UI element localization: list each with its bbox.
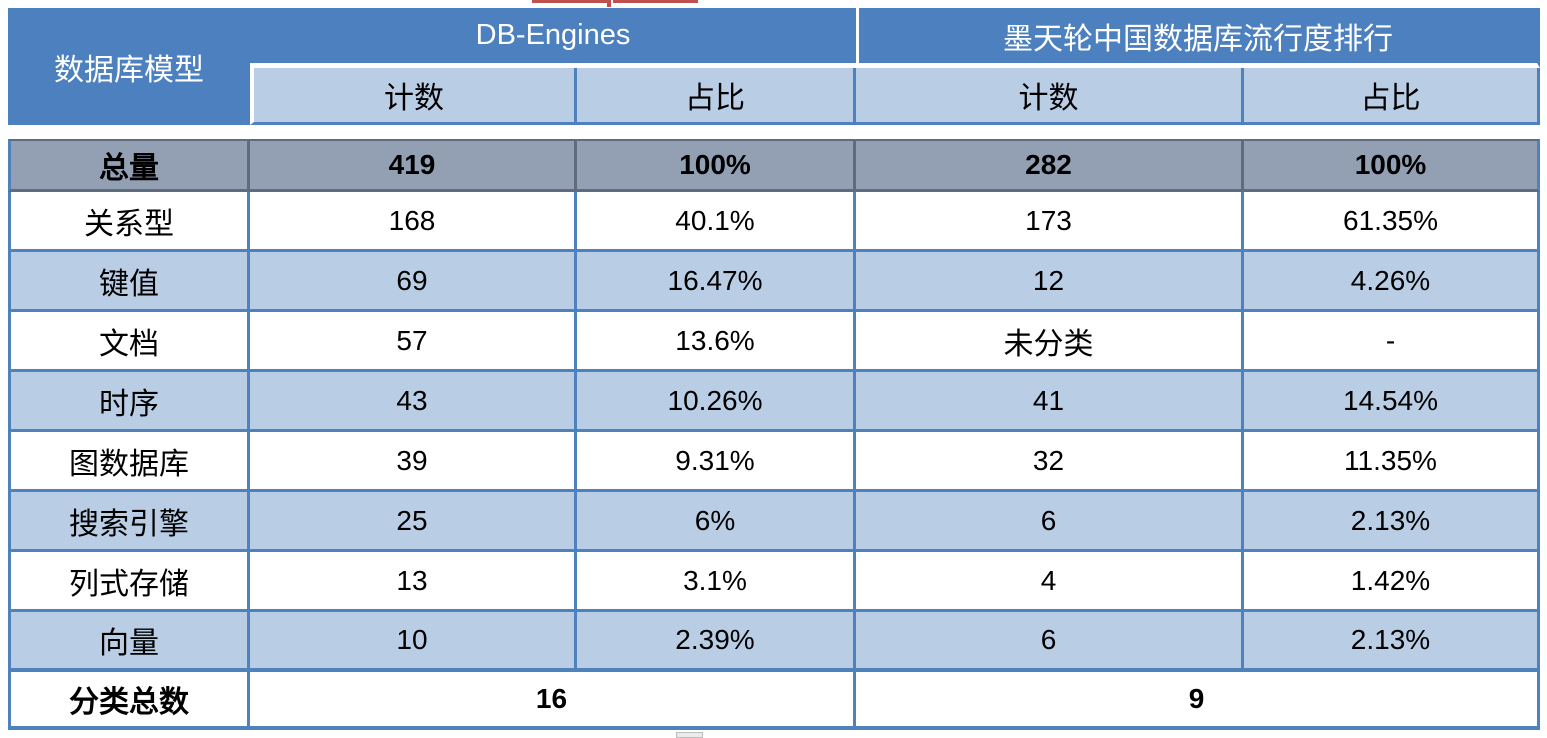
database-comparison-table: 数据库模型 DB-Engines 墨天轮中国数据库流行度排行 计数 占比 计数 …	[8, 8, 1540, 730]
cell-value[interactable]: 282	[856, 139, 1244, 192]
group-header-db-engines[interactable]: DB-Engines	[250, 8, 856, 68]
cell-value[interactable]: 168	[250, 192, 577, 252]
group-header-motianlun[interactable]: 墨天轮中国数据库流行度排行	[856, 8, 1540, 68]
cell-value[interactable]: 100%	[577, 139, 856, 192]
cell-value[interactable]: 1.42%	[1244, 552, 1540, 612]
row-label[interactable]: 总量	[8, 139, 250, 192]
cell-value[interactable]: 13	[250, 552, 577, 612]
row-label[interactable]: 列式存储	[8, 552, 250, 612]
bottom-cell-artifact	[676, 732, 703, 738]
cell-value[interactable]: -	[1244, 312, 1540, 372]
cell-value[interactable]: 100%	[1244, 139, 1540, 192]
cell-value[interactable]: 12	[856, 252, 1244, 312]
cell-value[interactable]: 6	[856, 612, 1244, 672]
cell-value[interactable]: 10.26%	[577, 372, 856, 432]
table-header-groups: 数据库模型 DB-Engines 墨天轮中国数据库流行度排行	[8, 8, 1540, 125]
subheader-share-1[interactable]: 占比	[577, 68, 856, 125]
subheader-count-2[interactable]: 计数	[856, 68, 1244, 125]
cell-value[interactable]: 9.31%	[577, 432, 856, 492]
subheader-count-1[interactable]: 计数	[250, 68, 577, 125]
cell-value[interactable]: 43	[250, 372, 577, 432]
table-row: 搜索引擎 25 6% 6 2.13%	[8, 492, 1540, 552]
row-label[interactable]: 关系型	[8, 192, 250, 252]
red-underline-artifact	[532, 0, 609, 3]
cell-value-merged[interactable]: 16	[250, 672, 856, 730]
table-row-total: 总量 419 100% 282 100%	[8, 139, 1540, 192]
row-label[interactable]: 分类总数	[8, 672, 250, 730]
row-label[interactable]: 图数据库	[8, 432, 250, 492]
cell-value[interactable]: 39	[250, 432, 577, 492]
row-label[interactable]: 搜索引擎	[8, 492, 250, 552]
cell-value[interactable]: 61.35%	[1244, 192, 1540, 252]
row-label[interactable]: 向量	[8, 612, 250, 672]
red-tick-artifact	[607, 0, 611, 7]
cell-value[interactable]: 2.39%	[577, 612, 856, 672]
table-row: 文档 57 13.6% 未分类 -	[8, 312, 1540, 372]
cell-value[interactable]: 13.6%	[577, 312, 856, 372]
spacer-row	[8, 125, 1540, 139]
row-label[interactable]: 时序	[8, 372, 250, 432]
cell-value[interactable]: 6%	[577, 492, 856, 552]
cell-value[interactable]: 69	[250, 252, 577, 312]
cell-value[interactable]: 3.1%	[577, 552, 856, 612]
subheader-share-2[interactable]: 占比	[1244, 68, 1540, 125]
table-row: 键值 69 16.47% 12 4.26%	[8, 252, 1540, 312]
cell-value[interactable]: 32	[856, 432, 1244, 492]
cell-value[interactable]: 40.1%	[577, 192, 856, 252]
row-label[interactable]: 文档	[8, 312, 250, 372]
table-row: 关系型 168 40.1% 173 61.35%	[8, 192, 1540, 252]
cell-value[interactable]: 57	[250, 312, 577, 372]
corner-header-cell[interactable]: 数据库模型	[8, 8, 250, 125]
cell-value[interactable]: 4.26%	[1244, 252, 1540, 312]
cell-value[interactable]: 25	[250, 492, 577, 552]
table-row-category-total: 分类总数 16 9	[8, 672, 1540, 730]
cell-value[interactable]: 11.35%	[1244, 432, 1540, 492]
table-subheader-row: 计数 占比 计数 占比	[8, 68, 1540, 125]
cell-value[interactable]: 4	[856, 552, 1244, 612]
cell-value[interactable]: 6	[856, 492, 1244, 552]
table-row: 时序 43 10.26% 41 14.54%	[8, 372, 1540, 432]
table-row: 向量 10 2.39% 6 2.13%	[8, 612, 1540, 672]
row-label[interactable]: 键值	[8, 252, 250, 312]
cell-value-merged[interactable]: 9	[856, 672, 1540, 730]
cell-value[interactable]: 2.13%	[1244, 612, 1540, 672]
red-underline-artifact	[613, 0, 698, 3]
cell-value[interactable]: 10	[250, 612, 577, 672]
cell-value[interactable]: 41	[856, 372, 1244, 432]
cell-value[interactable]: 2.13%	[1244, 492, 1540, 552]
cell-value[interactable]: 14.54%	[1244, 372, 1540, 432]
cell-value[interactable]: 419	[250, 139, 577, 192]
cell-value[interactable]: 173	[856, 192, 1244, 252]
cell-value[interactable]: 未分类	[856, 312, 1244, 372]
cell-value[interactable]: 16.47%	[577, 252, 856, 312]
table-row: 列式存储 13 3.1% 4 1.42%	[8, 552, 1540, 612]
table-row: 图数据库 39 9.31% 32 11.35%	[8, 432, 1540, 492]
